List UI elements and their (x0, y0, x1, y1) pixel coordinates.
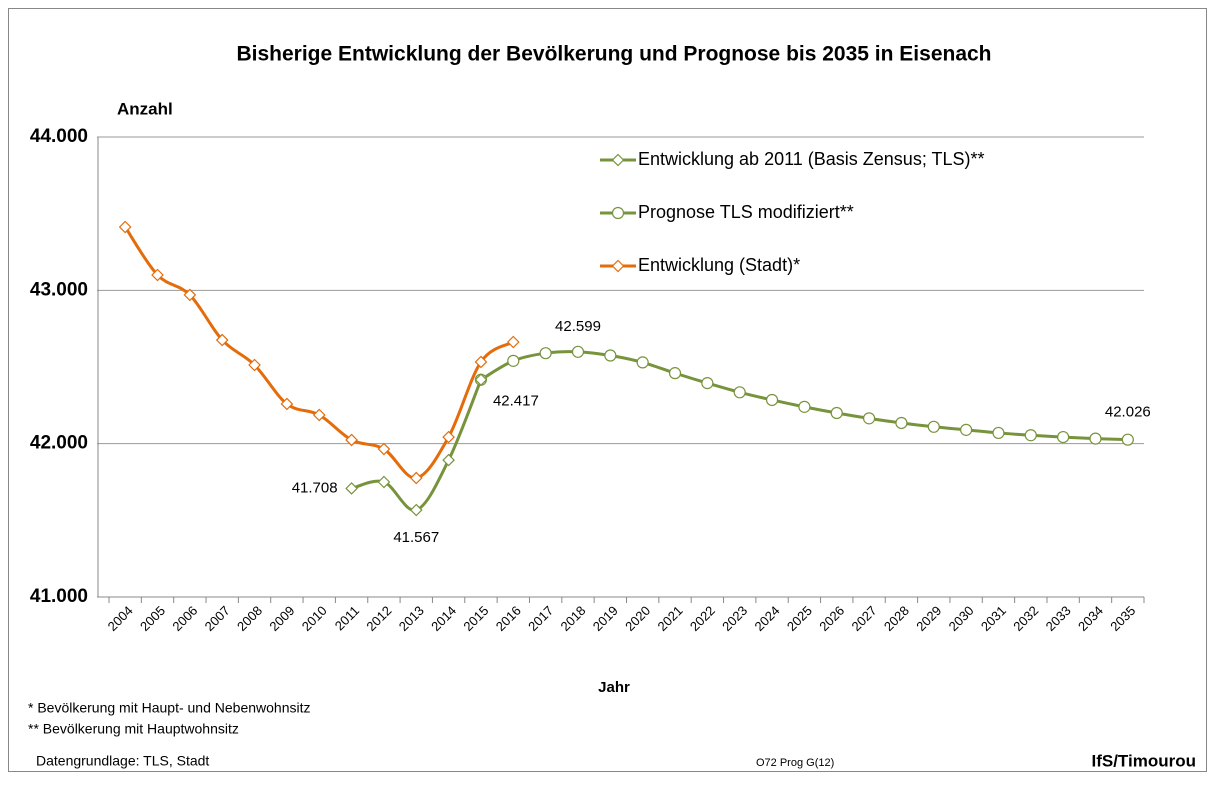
point-marker (345, 433, 358, 447)
point-marker (248, 358, 261, 372)
point-marker (507, 354, 520, 367)
y-axis-label: Anzahl (117, 99, 173, 118)
point-marker (506, 335, 520, 349)
data-label: 42.599 (555, 318, 601, 335)
point-marker (409, 503, 423, 517)
point-marker (798, 400, 811, 413)
point-marker (862, 412, 876, 425)
data-label: 41.708 (292, 479, 338, 496)
point-marker (895, 416, 908, 430)
point-marker (474, 373, 488, 387)
point-marker (1024, 429, 1037, 442)
source: Datengrundlage: TLS, Stadt (36, 753, 209, 769)
point-marker (992, 426, 1005, 440)
y-tick-label: 42.000 (30, 433, 88, 454)
point-marker (733, 386, 746, 399)
point-marker (611, 259, 625, 273)
y-tick-label: 41.000 (30, 586, 88, 607)
point-marker (345, 482, 358, 495)
point-marker (539, 347, 552, 360)
point-marker (830, 406, 843, 420)
point-marker (377, 442, 391, 456)
point-marker (636, 356, 649, 369)
point-marker (409, 471, 423, 485)
footnote: * Bevölkerung mit Haupt- und Nebenwohnsi… (28, 700, 311, 716)
legend-label: Entwicklung ab 2011 (Basis Zensus; TLS)*… (638, 149, 985, 169)
data-label: 41.567 (393, 529, 439, 546)
point-marker (668, 367, 682, 380)
legend-label: Entwicklung (Stadt)* (638, 255, 800, 275)
chart-code: O72 Prog G(12) (756, 757, 834, 769)
point-marker (151, 268, 164, 282)
data-label: 42.026 (1105, 404, 1151, 421)
data-label: 42.417 (493, 393, 539, 410)
point-marker (611, 153, 625, 167)
point-marker (960, 423, 973, 436)
legend-label: Prognose TLS modifiziert** (638, 202, 854, 222)
point-marker (765, 393, 779, 407)
point-marker (571, 345, 585, 358)
chart-frame (8, 8, 1207, 772)
point-marker (183, 288, 197, 302)
point-marker (474, 355, 488, 369)
x-axis-label: Jahr (598, 679, 630, 696)
point-marker (927, 420, 940, 433)
point-marker (701, 377, 714, 390)
point-marker (1057, 430, 1070, 444)
point-marker (377, 475, 391, 489)
point-marker (1121, 433, 1134, 446)
point-marker (312, 408, 326, 422)
point-marker (280, 397, 294, 411)
y-tick-label: 44.000 (30, 126, 88, 147)
point-marker (604, 349, 617, 362)
author: IfS/Timourou (1091, 751, 1196, 770)
chart-title: Bisherige Entwicklung der Bevölkerung un… (236, 43, 991, 66)
y-tick-label: 43.000 (30, 279, 88, 300)
point-marker (215, 333, 229, 347)
point-marker (1089, 432, 1102, 445)
point-marker (442, 453, 455, 467)
point-marker (611, 206, 625, 220)
footnote: ** Bevölkerung mit Hauptwohnsitz (28, 721, 239, 737)
point-marker (442, 430, 455, 444)
point-marker (118, 220, 132, 234)
